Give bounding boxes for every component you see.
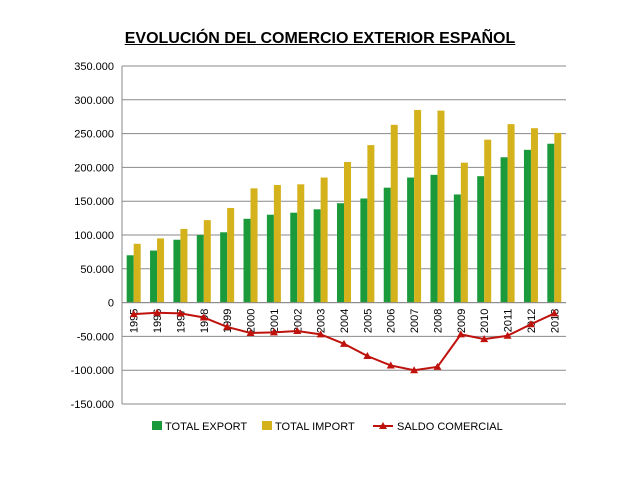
- x-tick-label: 2004: [339, 309, 351, 333]
- export-bar: [383, 187, 391, 303]
- x-tick-label: 2003: [316, 309, 328, 333]
- x-tick-label: 2000: [246, 309, 258, 333]
- import-bar: [437, 110, 445, 303]
- export-bar: [173, 239, 181, 303]
- export-bar: [407, 177, 415, 303]
- line-layer: [129, 308, 559, 374]
- axis-layer: [121, 66, 566, 404]
- saldo-marker: [480, 335, 489, 343]
- saldo-marker: [176, 309, 185, 317]
- import-bar: [390, 124, 398, 303]
- import-bar: [320, 177, 328, 303]
- export-bar: [196, 235, 204, 303]
- y-tick-label: 200.000: [74, 162, 114, 174]
- x-tick-label: 2005: [362, 309, 374, 333]
- saldo-marker: [293, 326, 302, 334]
- saldo-marker: [526, 320, 535, 328]
- x-tick-label: 2007: [409, 309, 421, 333]
- import-bar: [507, 124, 515, 303]
- y-tick-label: 300.000: [74, 95, 114, 107]
- import-bar: [554, 132, 562, 303]
- import-bar: [297, 184, 305, 303]
- import-bar: [203, 220, 211, 303]
- export-bar: [220, 232, 228, 303]
- y-tick-label: 100.000: [74, 230, 114, 242]
- import-bar: [157, 238, 165, 303]
- x-tick-label: 2011: [503, 309, 515, 333]
- chart-title: EVOLUCIÓN DEL COMERCIO EXTERIOR ESPAÑOL: [124, 30, 516, 47]
- x-tick-label: 2010: [479, 309, 491, 333]
- export-bar: [313, 209, 321, 303]
- x-tick-label: 2002: [292, 309, 304, 333]
- export-bar: [337, 203, 344, 303]
- saldo-marker: [456, 330, 465, 338]
- saldo-marker: [503, 331, 512, 339]
- x-tick-label: 2009: [456, 309, 468, 333]
- saldo-marker: [363, 352, 372, 360]
- legend-label: SALDO COMERCIAL: [397, 421, 503, 433]
- export-bar: [547, 143, 555, 303]
- import-bar: [273, 184, 281, 303]
- legend-marker: [379, 422, 387, 429]
- export-bar: [477, 176, 485, 303]
- import-bar: [367, 145, 375, 303]
- x-tick-label: 2008: [432, 309, 444, 333]
- export-bar: [360, 198, 368, 303]
- import-bar: [227, 207, 235, 303]
- y-tick-label: -100.000: [71, 365, 114, 377]
- saldo-marker: [153, 308, 162, 316]
- saldo-marker: [129, 310, 138, 318]
- y-tick-label: 350.000: [74, 61, 114, 73]
- bar-layer: [126, 109, 562, 303]
- import-bar: [414, 109, 422, 303]
- x-tick-label: 2006: [386, 309, 398, 333]
- import-bar: [250, 188, 258, 303]
- export-bar: [523, 149, 531, 303]
- import-bar: [484, 139, 492, 303]
- export-bar: [430, 174, 438, 303]
- saldo-marker: [316, 330, 325, 338]
- x-tick-label: 1998: [199, 309, 211, 333]
- saldo-marker: [340, 339, 348, 347]
- export-bar: [290, 212, 298, 303]
- y-tick-label: 0: [108, 298, 114, 310]
- export-bar: [500, 157, 508, 303]
- export-bar: [453, 194, 461, 303]
- x-tick-label: 2001: [269, 309, 281, 333]
- import-bar: [460, 162, 468, 303]
- export-bar: [243, 218, 251, 303]
- saldo-marker: [410, 366, 419, 374]
- export-bar: [266, 214, 274, 303]
- import-bar: [344, 161, 351, 303]
- saldo-marker: [550, 309, 559, 317]
- export-bar: [150, 250, 158, 303]
- saldo-marker: [269, 328, 278, 336]
- y-tick-label: 250.000: [74, 129, 114, 141]
- export-bar: [126, 255, 134, 303]
- legend-label: TOTAL IMPORT: [275, 421, 355, 433]
- saldo-marker: [433, 362, 442, 370]
- y-axis-ticks: 350.000 300.000 250.000 200.000 150.000 100.0…: [71, 61, 114, 411]
- saldo-marker: [199, 313, 208, 321]
- y-tick-label: -50.000: [77, 331, 114, 343]
- legend-label: TOTAL EXPORT: [165, 421, 247, 433]
- import-bar: [530, 128, 538, 303]
- legend: TOTAL EXPORT TOTAL IMPORT SALDO COMERCIAL: [152, 421, 503, 433]
- legend-swatch: [262, 421, 272, 430]
- import-bar: [180, 228, 188, 303]
- y-tick-label: 50.000: [80, 264, 114, 276]
- saldo-marker: [246, 329, 255, 337]
- y-tick-label: -150.000: [71, 399, 114, 411]
- import-bar: [133, 243, 141, 303]
- legend-swatch: [152, 421, 162, 430]
- y-tick-label: 150.000: [74, 196, 114, 208]
- x-axis-labels: 1995 1996 1997 1998 1999 2000 2001 2002 2003 2004…: [129, 309, 562, 333]
- saldo-marker: [386, 361, 395, 369]
- saldo-marker: [223, 322, 232, 330]
